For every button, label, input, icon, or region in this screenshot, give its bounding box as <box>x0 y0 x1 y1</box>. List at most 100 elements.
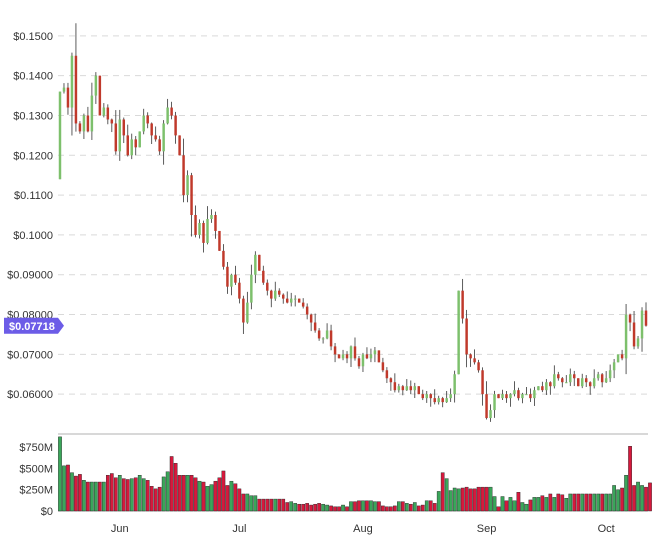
price-tick-label: $0.1100 <box>14 190 53 202</box>
volume-bar <box>313 503 317 512</box>
candle <box>509 393 512 407</box>
candle <box>545 379 548 395</box>
volume-bar <box>377 501 381 512</box>
candle <box>174 111 177 144</box>
volume-bar <box>393 505 397 512</box>
candle <box>453 370 456 403</box>
volume-bar <box>540 495 545 512</box>
candle-body <box>565 382 568 384</box>
candle-body <box>616 354 620 363</box>
volume-bar <box>504 500 509 512</box>
candle-body <box>620 354 624 359</box>
candle-body <box>258 254 261 271</box>
volume-bar <box>321 503 325 512</box>
grid-layer <box>58 35 648 395</box>
volume-bar <box>632 485 636 512</box>
candle-body <box>385 370 389 379</box>
volume-bar <box>221 470 226 512</box>
candle-body <box>82 115 86 132</box>
candle-body <box>98 75 102 116</box>
volume-bar <box>105 475 110 512</box>
candle-body <box>453 374 456 395</box>
volume-bar <box>608 493 612 512</box>
candle <box>533 386 536 406</box>
candle-body <box>297 298 301 303</box>
candle <box>118 109 122 161</box>
volume-bar <box>209 484 214 512</box>
volume-bar <box>353 501 357 512</box>
candle-body <box>150 123 153 136</box>
candle-body <box>274 290 277 299</box>
candle <box>624 304 628 375</box>
candle <box>489 404 492 422</box>
candle-body <box>230 274 233 287</box>
candle <box>577 378 580 387</box>
volume-bar <box>329 505 333 512</box>
current-price-badge: $0.07718 <box>4 317 64 334</box>
candle-body <box>592 378 596 387</box>
volume-bar <box>141 478 146 512</box>
candle-body <box>345 354 349 359</box>
candle <box>289 292 293 307</box>
candlestick-series <box>58 23 648 422</box>
candle-body <box>238 282 241 299</box>
candle <box>94 72 98 104</box>
volume-bar <box>588 493 593 512</box>
candle <box>557 371 560 381</box>
candle <box>305 303 309 320</box>
volume-bar <box>301 503 306 512</box>
volume-bar <box>616 489 620 512</box>
candle-body <box>445 398 448 403</box>
candle <box>405 379 409 391</box>
volume-bar <box>289 501 294 512</box>
volume-bar <box>381 505 385 512</box>
volume-bar <box>476 486 481 512</box>
candle <box>285 291 289 304</box>
time-tick-label: Sep <box>477 523 497 535</box>
candle-body <box>397 386 401 391</box>
candle <box>274 281 277 301</box>
candle-body <box>640 310 644 339</box>
candle <box>553 365 556 389</box>
candle <box>457 290 460 375</box>
candle <box>365 347 369 360</box>
candle <box>616 354 620 363</box>
candle-body <box>210 215 213 219</box>
volume-bar <box>205 486 210 512</box>
volume-bar <box>373 501 377 512</box>
candle <box>561 376 564 388</box>
volume-bar <box>125 479 130 512</box>
volume-bar <box>341 504 345 512</box>
candle-body <box>628 314 632 323</box>
candle-body <box>369 354 373 359</box>
volume-bar <box>145 480 150 512</box>
candle <box>242 295 245 334</box>
volume-bar <box>428 500 433 512</box>
volume-bar <box>269 498 274 512</box>
volume-bar <box>620 487 624 512</box>
volume-bar <box>257 498 262 512</box>
candle <box>297 298 301 303</box>
candle <box>309 313 313 332</box>
volume-bar <box>452 487 457 512</box>
candle-body <box>545 382 548 391</box>
volume-bar <box>432 503 437 512</box>
candle <box>628 313 632 332</box>
volume-bar <box>285 502 290 512</box>
candle <box>612 358 616 379</box>
candle <box>361 352 365 373</box>
candle-body <box>644 310 648 326</box>
volume-series <box>58 436 652 512</box>
candle-body <box>493 394 496 411</box>
candle <box>377 350 381 363</box>
candle <box>134 136 137 156</box>
candle-body <box>393 382 397 391</box>
volume-bar <box>349 501 353 512</box>
candle-body <box>218 230 221 251</box>
candle-body <box>118 119 122 152</box>
price-tick-label: $0.09000 <box>7 270 53 282</box>
candle <box>262 265 265 285</box>
volume-bar <box>592 493 597 512</box>
